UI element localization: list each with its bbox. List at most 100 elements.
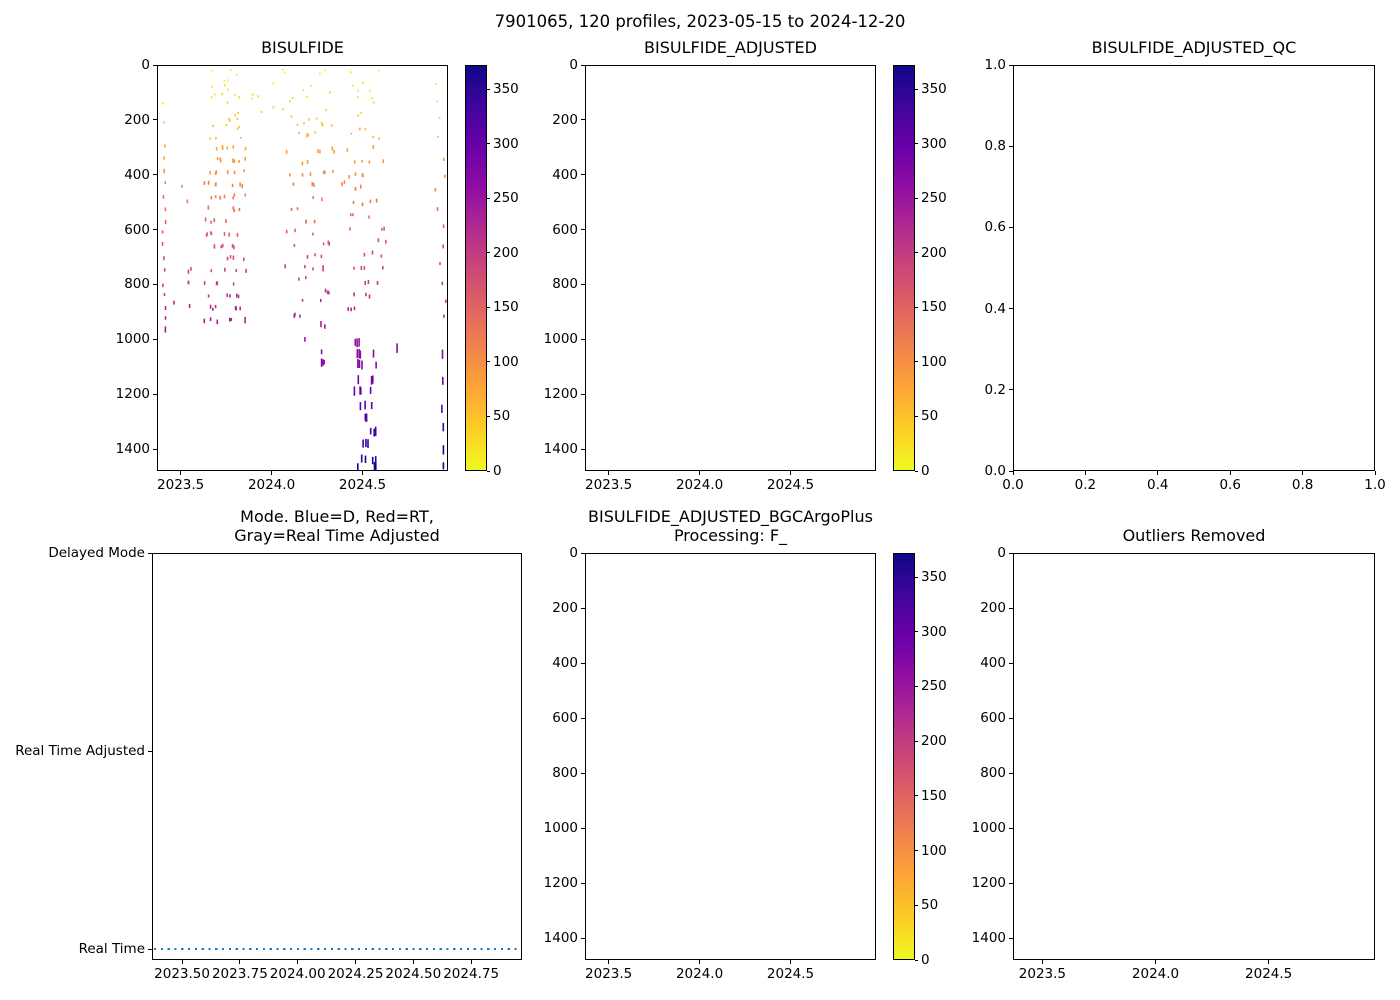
y-tick-label: 0.4 (984, 300, 1006, 317)
y-tick-label: 0 (569, 57, 578, 73)
y-tick-label: 1200 (543, 386, 578, 403)
y-tick-label: 400 (552, 655, 578, 671)
x-tick-label: 2024.25 (327, 966, 384, 982)
y-tick (1009, 470, 1013, 472)
y-tick (153, 174, 157, 176)
panel-title-bisulfide_adjusted: BISULFIDE_ADJUSTED (644, 38, 817, 57)
colorbar-tick-label: 200 (921, 733, 947, 750)
colorbar-tick (487, 306, 490, 308)
y-tick (581, 607, 585, 609)
y-tick (1009, 772, 1013, 774)
x-tick (608, 471, 610, 475)
y-tick-label: 0 (569, 545, 578, 561)
figure-title: 7901065, 120 profiles, 2023-05-15 to 202… (494, 12, 906, 31)
colorbar-tick (915, 197, 918, 199)
x-tick (181, 960, 183, 964)
x-tick-label: 2023.5 (157, 477, 205, 493)
y-tick (581, 393, 585, 395)
panel-outliers_removed (1013, 553, 1375, 960)
y-tick (1009, 308, 1013, 310)
y-tick (1009, 552, 1013, 554)
colorbar-tick (915, 143, 918, 145)
x-tick (1084, 471, 1086, 475)
y-tick-label: 0 (141, 57, 150, 73)
x-tick (1229, 471, 1231, 475)
y-tick (581, 229, 585, 231)
y-tick (1009, 607, 1013, 609)
y-tick-label: 1000 (543, 331, 578, 348)
y-tick (153, 119, 157, 121)
y-tick-label: 600 (552, 221, 578, 238)
colorbar-tick-label: 300 (921, 135, 947, 152)
y-tick (581, 448, 585, 450)
colorbar-tick (487, 470, 490, 472)
y-tick (1009, 882, 1013, 884)
colorbar-tick-label: 300 (493, 135, 519, 152)
y-tick-label: 1200 (971, 875, 1006, 891)
x-tick (608, 960, 610, 964)
y-tick (581, 64, 585, 66)
y-tick (153, 229, 157, 231)
y-tick-label: 0 (997, 545, 1006, 561)
colorbar-tick-label: 200 (493, 244, 519, 261)
x-tick (239, 960, 241, 964)
y-tick-label: 1400 (543, 441, 578, 458)
x-tick-label: 2024.0 (247, 477, 296, 493)
y-tick (153, 283, 157, 285)
x-tick-label: 0.2 (1074, 477, 1097, 493)
x-tick (412, 960, 414, 964)
x-tick (1041, 960, 1043, 964)
y-tick (1009, 64, 1013, 66)
y-tick (581, 174, 585, 176)
y-tick-label: 0.0 (984, 463, 1006, 479)
colorbar-tick-label: 150 (493, 299, 519, 316)
y-tick-label: Real Time Adjusted (15, 743, 145, 760)
x-tick-label: 2023.5 (585, 477, 633, 493)
colorbar-bisulfide_adjusted_bgcargoplus (893, 553, 915, 960)
x-tick-label: 2023.5 (585, 966, 633, 982)
y-tick-label: 400 (980, 655, 1006, 671)
colorbar-tick-label: 200 (921, 244, 947, 261)
x-tick (790, 471, 792, 475)
y-tick-label: Delayed Mode (48, 545, 145, 561)
x-tick (271, 471, 273, 475)
colorbar-tick (915, 740, 918, 742)
colorbar-tick-label: 350 (493, 81, 519, 97)
x-tick-label: 2024.0 (1131, 966, 1180, 982)
x-tick (1155, 960, 1157, 964)
colorbar-tick-label: 150 (921, 787, 947, 804)
y-tick (581, 882, 585, 884)
colorbar-tick-label: 100 (921, 353, 947, 370)
y-tick (581, 552, 585, 554)
y-tick-label: 200 (980, 600, 1006, 616)
colorbar-tick (487, 143, 490, 145)
x-tick (699, 960, 701, 964)
x-tick (699, 471, 701, 475)
colorbar-tick (915, 88, 918, 90)
colorbar-tick (915, 306, 918, 308)
y-tick (153, 64, 157, 66)
y-tick (581, 772, 585, 774)
x-tick (355, 960, 356, 964)
y-tick (153, 448, 157, 450)
x-tick-label: 2024.00 (269, 966, 326, 982)
colorbar-tick-label: 0 (921, 463, 930, 479)
colorbar-tick (915, 850, 918, 852)
y-tick (1009, 662, 1013, 664)
y-tick-label: 200 (552, 111, 578, 128)
x-tick-label: 2024.0 (675, 477, 724, 493)
colorbar-tick-label: 100 (493, 353, 519, 370)
y-tick (148, 948, 152, 950)
x-tick-label: 2024.50 (385, 966, 442, 982)
x-tick-label: 2024.75 (443, 966, 500, 982)
colorbar-tick-label: 100 (921, 842, 947, 859)
x-tick-label: 2024.5 (338, 477, 387, 493)
colorbar-tick (915, 361, 918, 363)
y-tick (581, 717, 585, 719)
y-tick (1009, 389, 1013, 391)
colorbar-tick (487, 197, 490, 199)
y-tick (148, 552, 152, 554)
mode-realtime-line (154, 948, 520, 951)
panel-bisulfide_adjusted_qc (1013, 65, 1375, 471)
